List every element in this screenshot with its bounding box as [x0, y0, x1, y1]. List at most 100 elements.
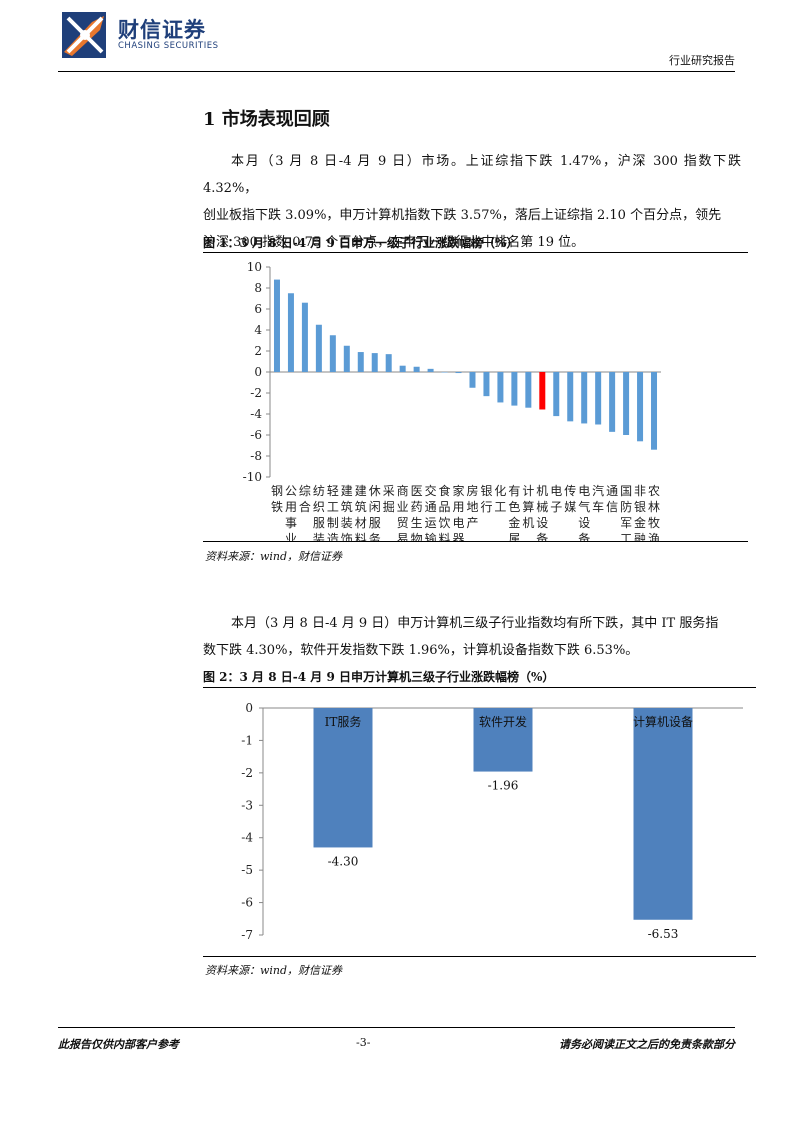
data-label: -4.30: [328, 854, 359, 868]
x-tick-label: 纺织服装: [313, 484, 325, 541]
y-tick-label: 0: [254, 365, 262, 379]
x-tick-label: 传媒: [564, 483, 576, 514]
x-tick-label: 商业贸易: [397, 483, 409, 541]
paragraph-line: 数下跌 4.30%，软件开发指数下跌 1.96%，计算机设备指数下跌 6.53%…: [203, 643, 639, 658]
x-tick-label: 有色金属: [508, 484, 520, 541]
y-tick-label: -1: [241, 733, 253, 747]
figure1-top-rule: [203, 252, 748, 253]
bar: [511, 372, 518, 406]
x-tick-label: 电气设备: [578, 484, 590, 541]
y-tick-label: -7: [241, 928, 253, 942]
bar: [329, 335, 336, 372]
x-tick-label: 钢铁: [271, 484, 283, 514]
y-tick-label: -2: [241, 766, 253, 780]
figure1-title: 图 1：3 月 8 日-4 月 9 日申万一级子行业涨跌幅榜（%）: [203, 236, 519, 250]
page-number: -3-: [356, 1036, 371, 1049]
category-label: 计算机设备: [633, 714, 693, 729]
y-tick-label: -2: [250, 386, 262, 400]
bar: [357, 352, 364, 372]
paragraph-line: 沪深 300 指数 0.75 个百分点，在申万一级行业中排名第 19 位。: [203, 235, 585, 250]
x-tick-label: 建筑材料: [355, 484, 367, 541]
x-tick-label: 休闲服务: [369, 484, 381, 541]
x-tick-label: 家用电器: [453, 483, 465, 541]
bar: [539, 372, 546, 410]
x-tick-label: 非银金融: [634, 484, 646, 541]
bar: [633, 708, 693, 920]
bar: [287, 293, 294, 372]
bar: [469, 372, 476, 388]
paragraph-line: 创业板指下跌 3.09%，申万计算机指数下跌 3.57%，落后上证综指 2.10…: [203, 208, 722, 223]
x-tick-label: 农林牧渔: [648, 484, 660, 541]
x-tick-label: 汽车: [592, 483, 604, 514]
brand-name: 财信证券: [118, 18, 206, 42]
y-tick-label: -4: [250, 407, 262, 421]
paragraph-line: 本月（3 月 8 日-4 月 9 日）市场。上证综指下跌 1.47%，沪深 30…: [203, 154, 741, 196]
y-tick-label: -8: [250, 449, 262, 463]
chart-computer-subindustry-returns: 0 -1 -2 -3 -4 -5 -6 -7 IT服务 -4.30 软件开发 -1.96 计算机设备 -6…: [241, 701, 743, 942]
y-tick-label: -3: [241, 798, 253, 812]
bar: [399, 365, 406, 372]
bar: [609, 372, 616, 432]
y-tick-label: -4: [241, 831, 253, 845]
bar: [473, 708, 533, 772]
footer-divider: [58, 1027, 735, 1028]
x-tick-label: 食品饮料: [439, 483, 451, 541]
paragraph-computer-subindustries: 本月（3 月 8 日-4 月 9 日）申万计算机三级子行业指数均有所下跌，其中 …: [203, 610, 741, 664]
x-tick-label: 采掘: [383, 484, 395, 514]
category-label: 软件开发: [479, 714, 527, 729]
bar: [385, 354, 392, 372]
figure2-top-rule: [203, 687, 756, 688]
data-label: -1.96: [488, 779, 519, 793]
footer-disclaimer-right: 请务必阅读正文之后的免责条款部分: [559, 1038, 735, 1051]
y-tick-label: 6: [254, 302, 262, 316]
figure2-title: 图 2：3 月 8 日-4 月 9 日申万计算机三级子行业涨跌幅榜（%）: [203, 670, 555, 684]
company-logo: [62, 12, 106, 58]
x-tick-label: 房地产: [466, 483, 478, 530]
bar: [567, 372, 574, 422]
bar: [581, 372, 588, 424]
data-label: -6.53: [648, 927, 679, 941]
bar: [455, 372, 462, 374]
y-tick-label: 2: [254, 344, 262, 358]
x-tick-label: 医药生物: [411, 484, 423, 541]
figure1-source: 资料来源：wind，财信证券: [205, 550, 343, 563]
x-tick-label: 交通运输: [425, 483, 437, 541]
paragraph-line: 本月（3 月 8 日-4 月 9 日）申万计算机三级子行业指数均有所下跌，其中 …: [231, 616, 719, 631]
y-tick-label: -6: [241, 896, 253, 910]
y-tick-label: -6: [250, 428, 262, 442]
y-tick-label: 0: [245, 701, 253, 715]
bar: [637, 372, 644, 442]
bar: [301, 302, 308, 372]
figure2-source: 资料来源：wind，财信证券: [205, 964, 343, 977]
footer-disclaimer-left: 此报告仅供内部客户参考: [58, 1038, 179, 1051]
bar: [497, 372, 504, 403]
x-tick-label: 建筑装饰: [341, 484, 353, 541]
x-tick-label: 电子: [550, 484, 562, 514]
bar: [273, 279, 280, 372]
x-tick-label: 计算机: [522, 484, 534, 530]
y-tick-label: 8: [254, 281, 262, 295]
x-tick-label: 公用事业: [285, 484, 297, 541]
report-type: 行业研究报告: [669, 54, 735, 67]
figure1-bottom-rule: [203, 541, 748, 542]
bar: [525, 372, 532, 408]
x-tick-label: 机械设备: [536, 484, 548, 541]
bar: [623, 372, 630, 435]
x-tick-label: 国防军工: [620, 484, 632, 541]
y-tick-label: -10: [243, 470, 262, 484]
x-tick-label: 化工: [494, 484, 506, 514]
figure2-bottom-rule: [203, 956, 756, 957]
bar: [553, 372, 560, 417]
chart-industry-returns: 10 8 6 4 2 0 -2 -4 -6 -8 -10 钢铁公用事业综合纺织服装轻工制造建筑装饰建筑…: [243, 260, 661, 541]
x-tick-label: 通信: [606, 484, 618, 514]
bar: [413, 366, 420, 372]
bar: [343, 345, 350, 372]
y-tick-label: 4: [254, 323, 262, 337]
y-tick-label: 10: [247, 260, 262, 274]
category-label: IT服务: [325, 714, 362, 729]
section-title: 1 市场表现回顾: [203, 109, 330, 130]
bar: [441, 372, 448, 373]
bar: [483, 372, 490, 397]
brand-name-english: CHASING SECURITIES: [118, 41, 219, 51]
bar: [427, 368, 434, 372]
